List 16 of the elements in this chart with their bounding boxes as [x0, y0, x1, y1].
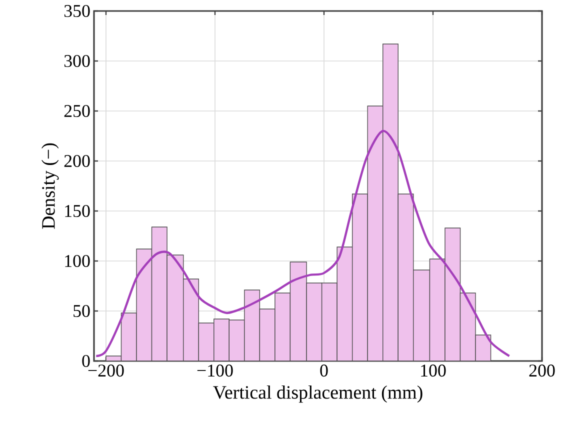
x-tick-label: 0 — [320, 364, 328, 377]
x-axis-title: Vertical displacement (mm) — [213, 385, 422, 403]
x-tick-label: −200 — [88, 364, 124, 377]
y-tick-label: 300 — [64, 54, 90, 68]
y-tick-label: 350 — [64, 4, 90, 18]
x-tick-label: 200 — [529, 364, 555, 377]
y-axis-title: Density (−) — [42, 143, 59, 229]
y-tick-label: 150 — [65, 204, 90, 218]
y-tick-label: 200 — [64, 154, 90, 168]
x-tick-label: −100 — [197, 364, 233, 377]
y-tick-label: 0 — [82, 354, 90, 368]
y-tick-label: 100 — [65, 254, 90, 268]
x-tick-label: 100 — [421, 364, 446, 377]
y-tick-label: 50 — [74, 304, 90, 318]
line-series — [95, 130, 510, 358]
y-tick-label: 250 — [64, 104, 90, 118]
